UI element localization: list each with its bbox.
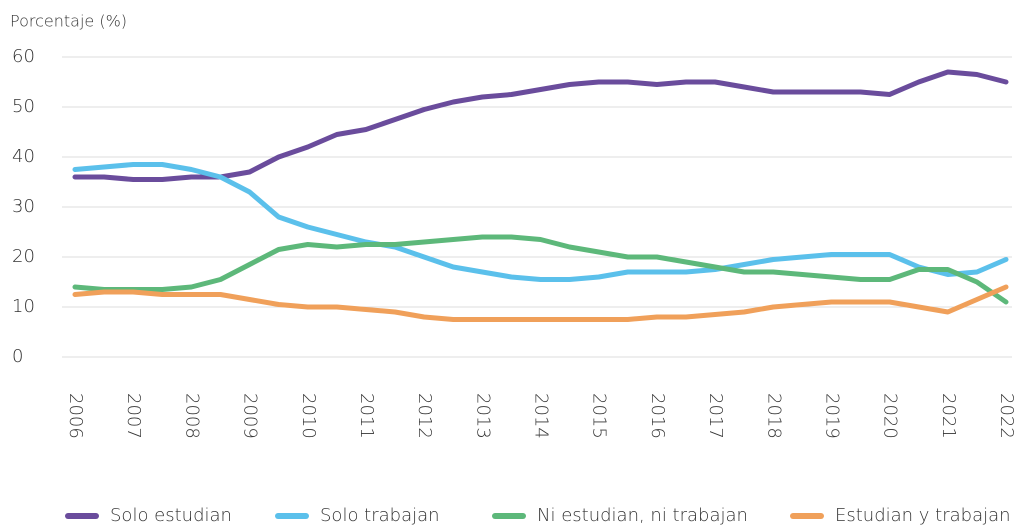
x-tick-label: 2012 xyxy=(414,393,435,439)
x-tick-label: 2010 xyxy=(298,393,319,439)
y-tick-label: 50 xyxy=(12,96,35,117)
series-line xyxy=(72,162,1009,282)
x-tick-label: 2020 xyxy=(880,393,901,439)
series-line xyxy=(72,284,1009,322)
legend-label: Solo estudian xyxy=(110,505,232,526)
legend-label: Ni estudian, ni trabajan xyxy=(537,505,748,526)
legend-label: Estudian y trabajan xyxy=(835,505,1011,526)
x-tick-label: 2015 xyxy=(589,393,610,439)
y-tick-label: 40 xyxy=(12,146,35,167)
y-tick-label: 10 xyxy=(12,296,35,317)
x-tick-label: 2021 xyxy=(938,393,959,439)
series-line xyxy=(72,234,1009,305)
x-tick-label: 2019 xyxy=(821,393,842,439)
x-tick-label: 2014 xyxy=(531,393,552,439)
series-line xyxy=(72,69,1009,182)
y-tick-label: 30 xyxy=(12,196,35,217)
x-tick-label: 2022 xyxy=(996,393,1017,439)
x-tick-label: 2016 xyxy=(647,393,668,439)
x-tick-label: 2011 xyxy=(356,393,377,439)
y-axis-label: Porcentaje (%) xyxy=(10,12,127,31)
x-tick-label: 2009 xyxy=(240,393,261,439)
x-tick-label: 2007 xyxy=(123,393,144,439)
x-tick-label: 2018 xyxy=(763,393,784,439)
y-tick-label: 60 xyxy=(12,46,35,67)
x-tick-label: 2013 xyxy=(472,393,493,439)
y-tick-label: 20 xyxy=(12,246,35,267)
x-tick-label: 2008 xyxy=(181,393,202,439)
x-tick-label: 2006 xyxy=(65,393,86,439)
y-tick-label: 0 xyxy=(12,346,23,367)
legend-label: Solo trabajan xyxy=(320,505,440,526)
x-tick-label: 2017 xyxy=(705,393,726,439)
